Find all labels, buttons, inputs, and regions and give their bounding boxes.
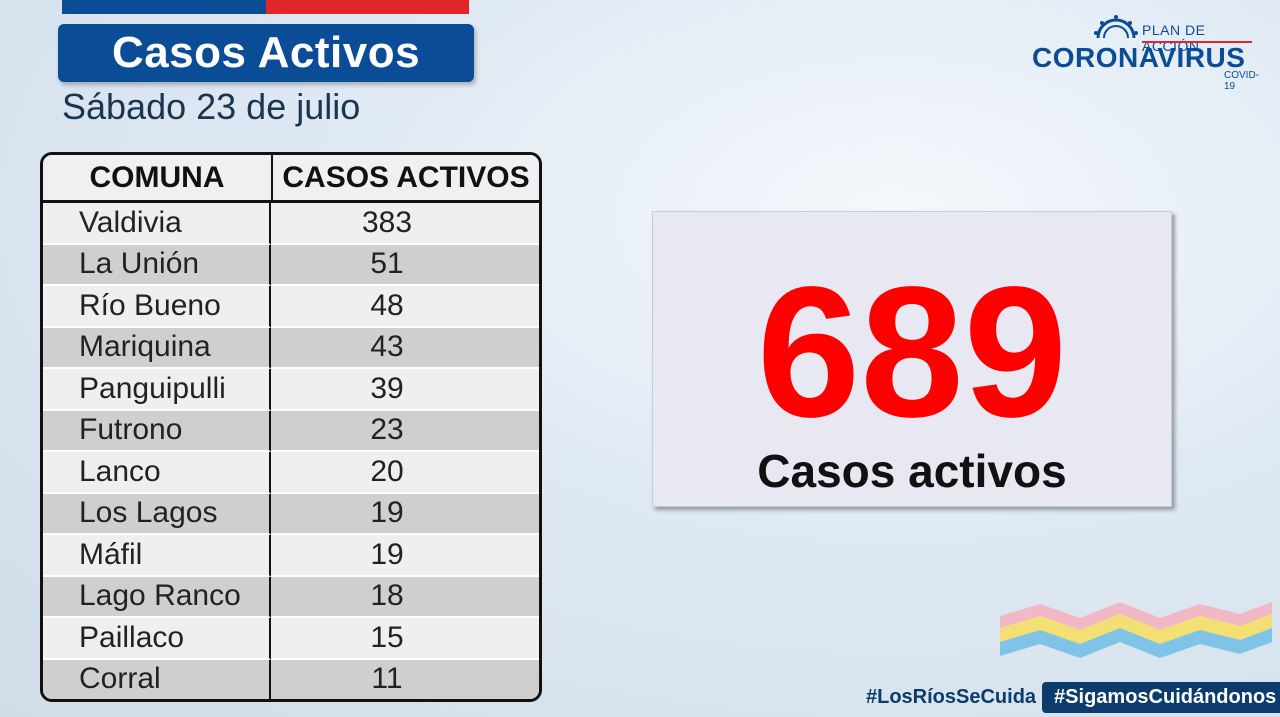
cell-casos: 51 bbox=[271, 245, 539, 286]
cell-comuna: Mariquina bbox=[43, 327, 271, 369]
cell-comuna: Lago Ranco bbox=[43, 576, 271, 618]
region-waves-graphic bbox=[1000, 602, 1272, 658]
total-value: 689 bbox=[756, 249, 1068, 456]
cell-comuna: Los Lagos bbox=[43, 493, 271, 535]
cell-casos: 48 bbox=[271, 286, 539, 328]
cases-table: COMUNA CASOS ACTIVOS Valdivia 383 La Unió… bbox=[40, 152, 542, 702]
cell-casos: 11 bbox=[271, 660, 539, 700]
cell-casos: 19 bbox=[271, 535, 539, 577]
cell-casos: 20 bbox=[271, 452, 539, 494]
cell-casos: 15 bbox=[271, 618, 539, 660]
flag-blue-band bbox=[62, 0, 266, 14]
table-row: Lago Ranco 18 bbox=[43, 576, 539, 618]
logo-underline bbox=[1142, 41, 1252, 43]
table-row: Paillaco 15 bbox=[43, 618, 539, 660]
cell-comuna: Corral bbox=[43, 659, 271, 699]
cell-comuna: Panguipulli bbox=[43, 369, 271, 411]
table-row: La Unión 51 bbox=[43, 244, 539, 286]
cell-casos: 43 bbox=[271, 328, 539, 369]
table-row: Valdivia 383 bbox=[43, 203, 539, 245]
cell-comuna: Río Bueno bbox=[43, 286, 271, 328]
page-title: Casos Activos bbox=[58, 24, 474, 82]
cell-comuna: Paillaco bbox=[43, 618, 271, 660]
table-header: COMUNA CASOS ACTIVOS bbox=[43, 155, 539, 203]
flag-red-band bbox=[265, 0, 469, 14]
cell-casos: 23 bbox=[271, 411, 539, 452]
cell-casos: 383 bbox=[271, 203, 539, 245]
coronavirus-logo: PLAN DE ACCIÓN CORONAVIRUS COVID-19 bbox=[1030, 12, 1260, 92]
hashtags: #LosRíosSeCuida #SigamosCuidándonos bbox=[860, 680, 1280, 714]
table-row: Mariquina 43 bbox=[43, 327, 539, 369]
virus-icon bbox=[1094, 15, 1138, 39]
cell-casos: 18 bbox=[271, 577, 539, 618]
cell-casos: 19 bbox=[271, 494, 539, 535]
table-row: Máfil 19 bbox=[43, 535, 539, 577]
flag-strip bbox=[62, 0, 469, 14]
logo-name-text: CORONAVIRUS bbox=[1032, 42, 1246, 73]
cell-comuna: Lanco bbox=[43, 452, 271, 494]
page-date: Sábado 23 de julio bbox=[62, 86, 361, 127]
total-card: 689 Casos activos bbox=[652, 211, 1172, 507]
total-label: Casos activos bbox=[757, 445, 1067, 497]
table-row: Corral 11 bbox=[43, 659, 539, 700]
cell-comuna: Valdivia bbox=[43, 203, 271, 245]
column-header-comuna: COMUNA bbox=[43, 155, 273, 200]
table-row: Panguipulli 39 bbox=[43, 369, 539, 411]
cell-casos: 39 bbox=[271, 369, 539, 411]
cell-comuna: La Unión bbox=[43, 244, 271, 286]
logo-sub-text: COVID-19 bbox=[1224, 70, 1259, 92]
table-row: Futrono 23 bbox=[43, 410, 539, 452]
table-row: Lanco 20 bbox=[43, 452, 539, 494]
column-header-casos: CASOS ACTIVOS bbox=[282, 160, 530, 194]
cell-comuna: Futrono bbox=[43, 410, 271, 452]
hashtag-los-rios: #LosRíosSeCuida bbox=[866, 685, 1037, 708]
table-row: Río Bueno 48 bbox=[43, 286, 539, 328]
cell-comuna: Máfil bbox=[43, 535, 271, 577]
table-body: Valdivia 383 La Unión 51 Río Bueno 48 Mariq… bbox=[43, 203, 539, 700]
hashtag-sigamos: #SigamosCuidándonos bbox=[1042, 681, 1280, 713]
table-row: Los Lagos 19 bbox=[43, 493, 539, 535]
